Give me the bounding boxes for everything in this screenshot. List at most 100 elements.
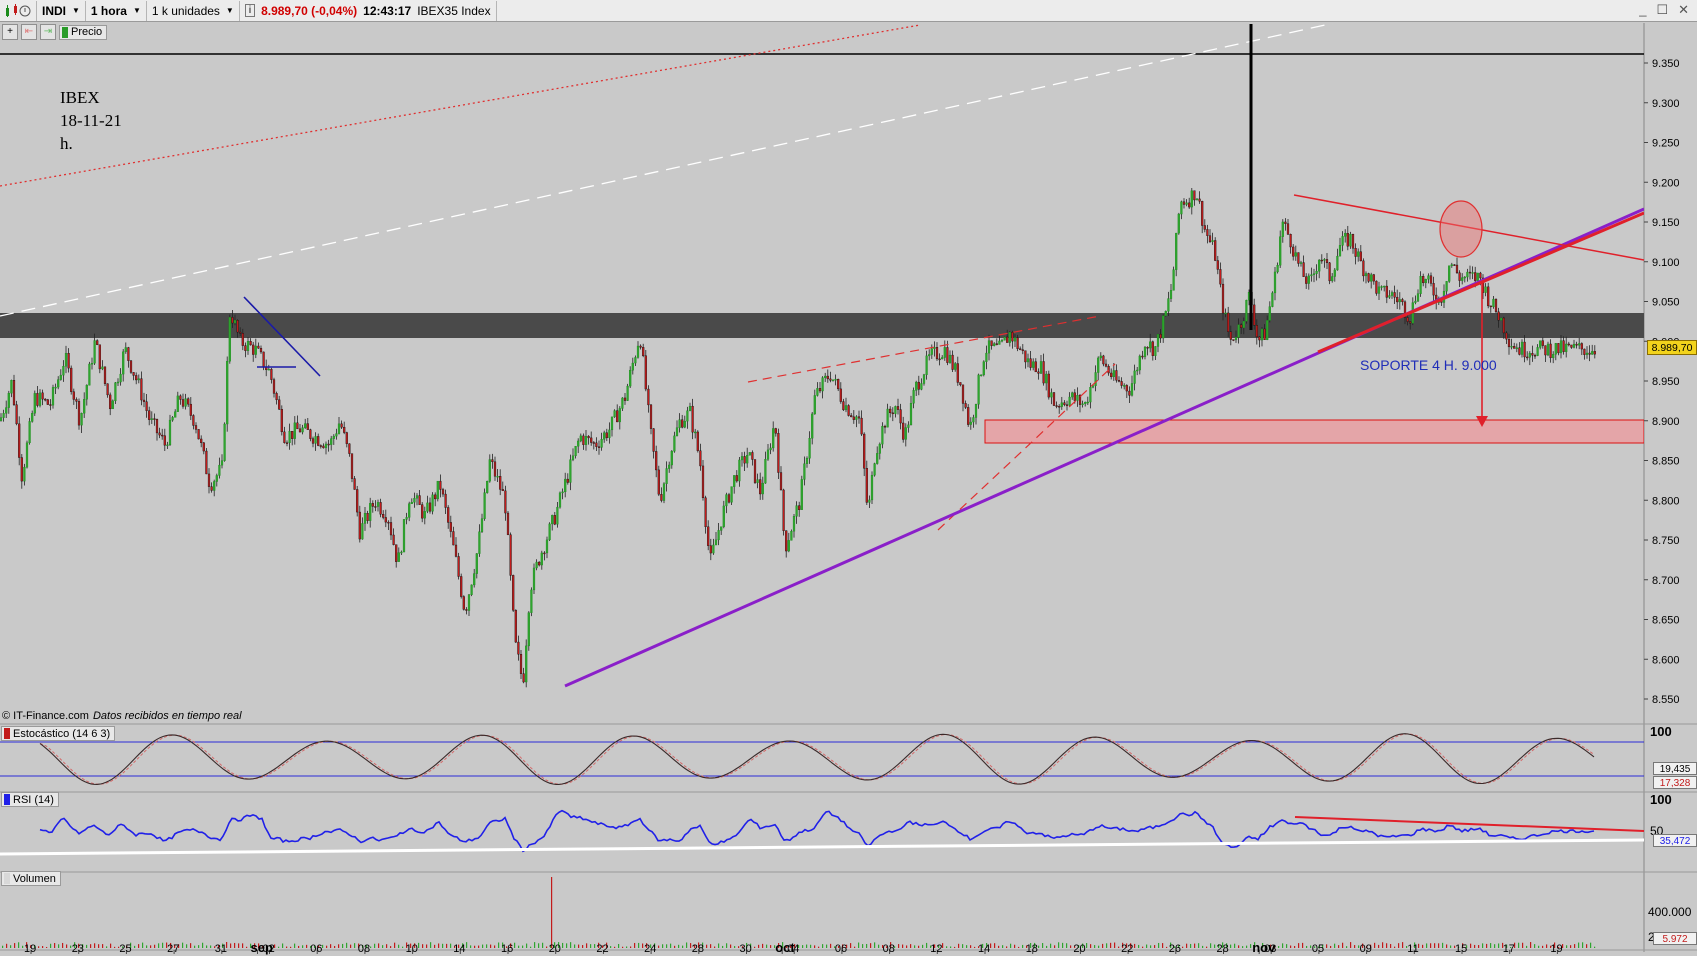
- candle-body: [343, 426, 346, 433]
- candle-body: [59, 374, 62, 380]
- chart-type-button[interactable]: [0, 0, 37, 21]
- volume-bar: [706, 944, 708, 948]
- stoch-d-tag: 17,328: [1653, 776, 1697, 789]
- candle-body: [340, 423, 343, 428]
- volume-bar: [694, 944, 696, 948]
- candle-body: [743, 456, 746, 464]
- candle-body: [449, 522, 452, 532]
- candle-body: [967, 407, 970, 425]
- candle-body: [1097, 357, 1100, 373]
- back-icon[interactable]: ⇤: [21, 24, 37, 40]
- candle-body: [1112, 370, 1115, 378]
- candle-body: [636, 345, 640, 358]
- forward-icon[interactable]: ⇥: [40, 24, 56, 40]
- timeframe-label: 1 hora: [90, 3, 127, 18]
- candle-body: [337, 423, 341, 434]
- units-selector[interactable]: 1 k unidades ▼: [147, 0, 240, 21]
- volume-bars: [2, 877, 1596, 948]
- volume-bar: [190, 943, 192, 948]
- candle-body: [101, 366, 104, 370]
- candle-body: [696, 431, 699, 451]
- rsi-legend[interactable]: RSI (14): [1, 792, 59, 807]
- x-tick-label: 08: [883, 943, 895, 955]
- minimize-icon[interactable]: _: [1639, 2, 1647, 17]
- x-tick-label: nov: [1252, 940, 1276, 955]
- volume-bar: [766, 944, 768, 948]
- volume-bar: [290, 946, 292, 948]
- candle-body: [1081, 403, 1084, 405]
- candle-body: [759, 479, 762, 495]
- volume-bar: [714, 946, 716, 948]
- volume-bar: [574, 944, 576, 948]
- volume-legend[interactable]: Volumen: [1, 871, 61, 886]
- volume-bar: [842, 944, 844, 948]
- candle-body: [915, 381, 918, 391]
- stochastic-legend[interactable]: Estocástico (14 6 3): [1, 726, 116, 741]
- volume-bar: [1422, 944, 1424, 948]
- candle-body: [1130, 383, 1134, 396]
- candle-body: [1115, 370, 1118, 381]
- timeframe-selector[interactable]: 1 hora ▼: [86, 0, 147, 21]
- ticker-label: INDI: [42, 3, 66, 18]
- candle-body: [353, 478, 356, 490]
- candle-body: [1325, 259, 1329, 264]
- candle-body: [1006, 336, 1009, 343]
- candle-body: [1398, 299, 1401, 303]
- candle-body: [891, 412, 894, 415]
- candle-body: [948, 354, 952, 363]
- rsi-support-line: [0, 838, 1644, 856]
- candle-body: [174, 411, 177, 418]
- candle-body: [1510, 346, 1513, 348]
- candle-body: [1357, 251, 1360, 257]
- candle-body: [1026, 358, 1030, 363]
- candle-body: [1333, 269, 1336, 277]
- candle-body: [1448, 265, 1451, 282]
- x-tick-label: 20: [549, 943, 561, 955]
- legend-bar: + ⇤ ⇥ Precio: [0, 23, 108, 41]
- candle-body: [93, 340, 96, 364]
- x-tick-label: 30: [740, 943, 752, 955]
- candle-body: [109, 394, 112, 410]
- info-icon[interactable]: i: [244, 4, 256, 17]
- volume-bar: [602, 945, 604, 948]
- candle-body: [408, 503, 411, 518]
- volume-bar: [1130, 943, 1132, 948]
- candle-body: [1141, 355, 1144, 358]
- candle-body: [1468, 271, 1472, 274]
- candle-body: [982, 361, 985, 376]
- candle-body: [868, 499, 871, 503]
- add-icon[interactable]: +: [2, 24, 18, 40]
- volume-bar: [1246, 945, 1248, 948]
- candle-body: [616, 410, 619, 423]
- ticker-selector[interactable]: INDI ▼: [37, 0, 86, 21]
- volume-bar: [1542, 945, 1544, 948]
- volume-bar: [1590, 942, 1592, 948]
- candle-body: [941, 357, 944, 360]
- volume-bar: [414, 943, 416, 948]
- volume-bar: [318, 945, 320, 948]
- candle-body: [202, 442, 205, 452]
- volume-bar: [870, 943, 872, 948]
- volume-bar: [266, 946, 268, 948]
- volume-bar: [990, 943, 992, 948]
- candle-body: [1377, 286, 1381, 294]
- annotation-line: h.: [60, 134, 73, 153]
- volume-bar: [690, 943, 692, 948]
- candle-body: [1544, 345, 1547, 356]
- candle-body: [1151, 341, 1154, 356]
- candle-body: [249, 341, 252, 346]
- restore-icon[interactable]: ☐: [1656, 2, 1669, 17]
- volume-bar: [1154, 945, 1156, 948]
- price-legend[interactable]: Precio: [59, 24, 108, 40]
- candle-body: [1344, 233, 1347, 237]
- volume-bar: [54, 943, 56, 948]
- volume-bar: [510, 943, 512, 948]
- volume-bar: [82, 944, 84, 948]
- candle-body: [1372, 274, 1375, 282]
- candle-body: [1039, 361, 1043, 374]
- volume-bar: [430, 942, 432, 948]
- volume-bar: [394, 942, 396, 948]
- close-icon[interactable]: ✕: [1678, 2, 1689, 17]
- volume-bar: [1142, 946, 1144, 948]
